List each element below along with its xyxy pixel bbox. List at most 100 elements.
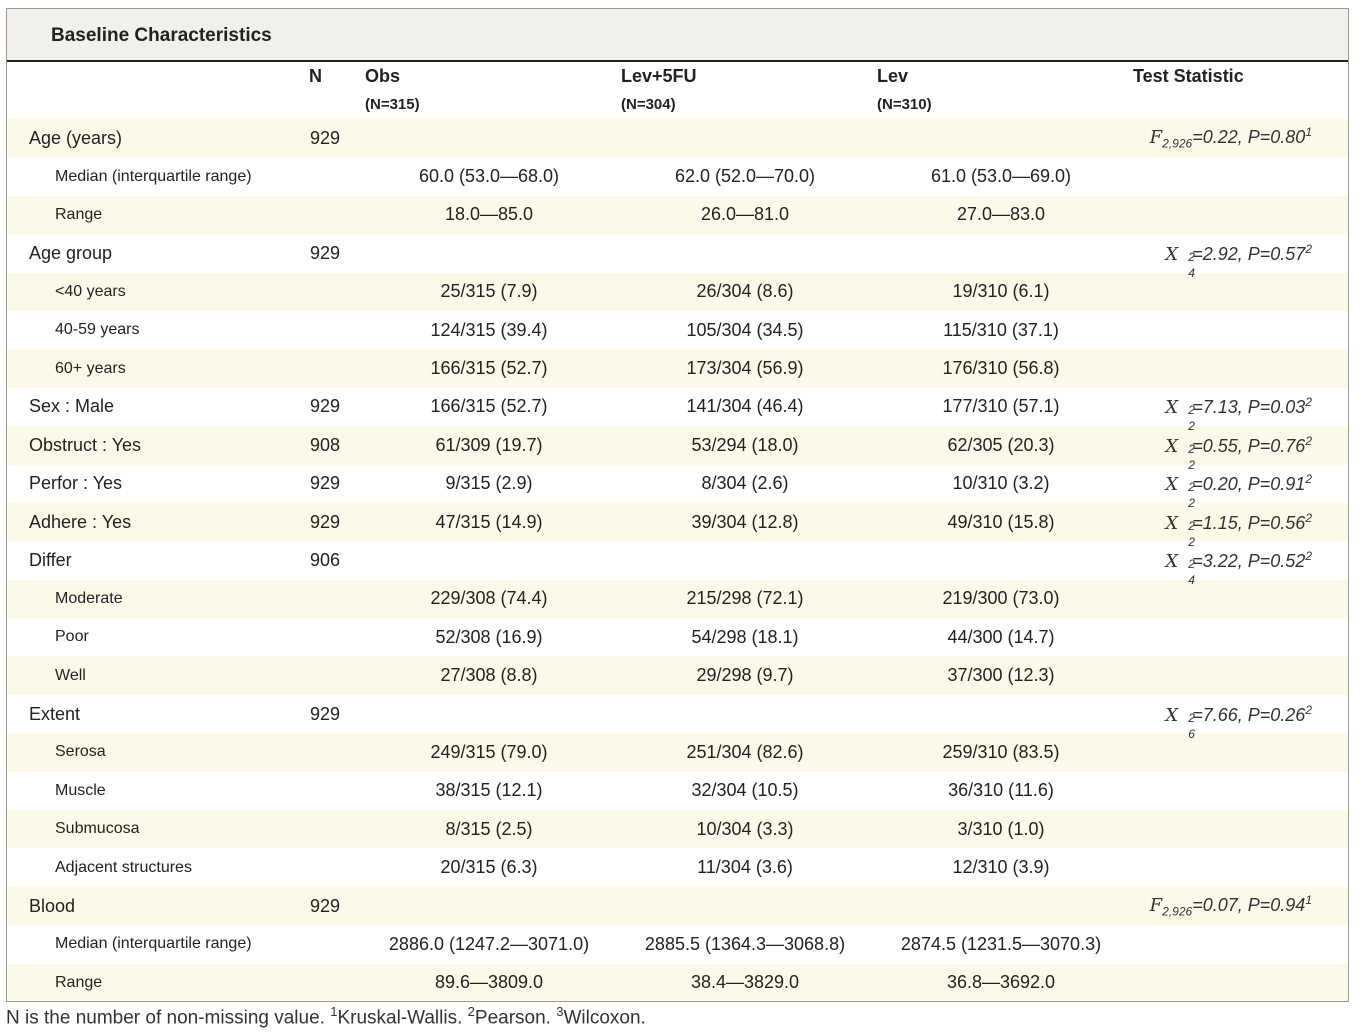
table-title-bar: Baseline Characteristics [7,9,1348,62]
cell-lev5fu: 26/304 (8.6) [617,272,873,311]
table-row: Differ 906 X 2 4 =3.22, P=0.522 [7,541,1348,587]
cell-obs: 47/315 (14.9) [361,502,617,542]
cell-test-statistic [1129,311,1348,349]
table-footnote: N is the number of non-missing value. 1K… [6,1004,646,1029]
row-label: Blood [7,886,303,926]
row-n [303,349,361,388]
row-n: 929 [310,396,341,417]
header-lev-name: Lev [877,66,909,86]
stat-value: =0.07, P=0.94 [1192,895,1306,916]
header-obs: Obs (N=315) [361,62,617,119]
row-label: Well [7,656,303,695]
row-n [303,810,361,849]
row-label: <40 years [7,272,303,311]
cell-obs: 166/315 (52.7) [430,396,548,417]
row-n [303,195,361,235]
row-n [303,925,361,963]
cell-lev: 177/310 (57.1) [942,396,1060,417]
footnote-note-1: Kruskal-Wallis. [337,1007,468,1029]
row-n [303,579,361,619]
cell-lev5fu: 54/298 (18.1) [691,626,799,647]
stat-symbol: X [1165,550,1179,572]
row-n [303,311,361,349]
stat-power: 2 [1188,710,1195,725]
row-label: Age group [29,242,113,263]
cell-test-statistic [1129,925,1348,963]
stat-value: =0.22, P=0.80 [1192,127,1306,148]
table-subrow: <40 years 25/315 (7.9) 26/304 (8.6) 19/310 … [7,272,1348,311]
cell-lev: 19/310 (6.1) [873,272,1129,311]
row-n: 929 [303,502,361,542]
row-label: 60+ years [7,349,303,388]
row-label: Perfor : Yes [29,473,123,494]
cell-test-statistic [1129,618,1348,656]
stat-power: 2 [1188,441,1195,456]
row-label: Extent [29,703,81,724]
row-n: 929 [303,119,361,158]
cell-lev5fu: 2885.5 (1364.3—3068.8) [644,933,846,954]
stat-symbol: X [1165,704,1179,726]
cell-lev [873,695,1129,733]
stat-df: 2 [1188,534,1195,549]
cell-lev5fu: 32/304 (10.5) [691,780,799,801]
cell-test-statistic: X 2 2 =0.20, P=0.912 [1129,465,1348,510]
row-n: 929 [310,703,341,724]
stat-footnote-ref: 1 [1305,125,1312,140]
cell-lev5fu: 173/304 (56.9) [617,349,873,388]
stat-value: =0.20, P=0.91 [1192,474,1306,495]
stat-symbol: X [1165,474,1179,496]
row-n: 908 [303,426,361,465]
cell-lev: 49/310 (15.8) [873,502,1129,542]
stat-value: =7.66, P=0.26 [1192,704,1306,725]
stat-footnote-ref: 2 [1305,241,1312,256]
cell-lev5fu [617,119,873,158]
header-test-statistic: Test Statistic [1133,66,1244,86]
cell-obs [361,541,617,579]
stat-symbol: F [1149,895,1163,917]
table-subrow: Serosa 249/315 (79.0) 251/304 (82.6) 259/31… [7,733,1348,772]
table-row: Extent 929 X 2 6 =7.66, P=0.262 [7,695,1348,741]
stat-value: =1.15, P=0.56 [1192,512,1306,533]
cell-obs: 25/315 (7.9) [361,272,617,311]
header-obs-count: (N=315) [365,96,420,113]
table-row: Obstruct : Yes 908 61/309 (19.7) 53/294 (18… [7,426,1348,472]
header-lev5fu-name: Lev+5FU [621,66,697,86]
cell-obs: 38/315 (12.1) [435,780,543,801]
stat-df: 4 [1188,572,1195,587]
stat-value: =3.22, P=0.52 [1192,550,1306,571]
stat-power: 2 [1188,480,1195,495]
row-label: Age (years) [7,119,303,158]
cell-lev5fu: 29/298 (9.7) [617,656,873,695]
header-lev5fu: Lev+5FU (N=304) [617,62,873,119]
header-n: N [309,66,322,86]
cell-test-statistic [1129,963,1348,1001]
cell-obs [361,886,617,926]
cell-test-statistic: X 2 2 =1.15, P=0.562 [1129,502,1348,549]
cell-lev5fu: 38.4—3829.0 [617,963,873,1001]
cell-obs: 52/308 (16.9) [435,626,543,647]
row-label: Median (interquartile range) [55,167,252,185]
table-row: Sex : Male 929 166/315 (52.7) 141/304 (46.4… [7,388,1348,433]
stat-symbol: X [1165,512,1179,534]
cell-obs [361,119,617,158]
cell-test-statistic [1129,733,1348,772]
cell-lev5fu: 251/304 (82.6) [617,733,873,772]
cell-lev5fu [617,886,873,926]
cell-obs: 8/315 (2.5) [361,810,617,849]
table-subrow: Adjacent structures 20/315 (6.3) 11/304 (3… [7,848,1348,886]
row-label: Range [7,963,303,1001]
cell-obs: 229/308 (74.4) [361,579,617,619]
row-label: Adhere : Yes [7,502,303,542]
row-label: Sex : Male [29,396,115,417]
footnote-text: N is the number of non-missing value. [6,1007,331,1029]
row-label: Submucosa [7,810,303,849]
cell-obs: 249/315 (79.0) [361,733,617,772]
table-header-row: N Obs (N=315) Lev+5FU (N=304) Lev (N=310… [7,62,1348,119]
cell-lev5fu: 141/304 (46.4) [686,396,804,417]
cell-lev: 61.0 (53.0—69.0) [930,166,1072,187]
cell-lev: 2874.5 (1231.5—3070.3) [900,933,1102,954]
cell-test-statistic: X 2 4 =3.22, P=0.522 [1129,541,1348,587]
header-lev5fu-count: (N=304) [621,96,676,113]
row-label: Differ [29,549,72,570]
cell-test-statistic: F2,926=0.22, P=0.801 [1129,119,1348,158]
